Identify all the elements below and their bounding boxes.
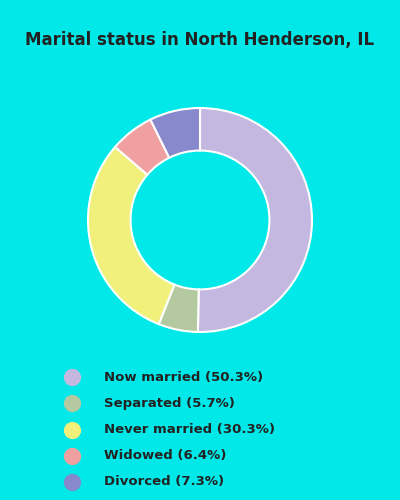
Wedge shape bbox=[198, 108, 312, 332]
Text: Never married (30.3%): Never married (30.3%) bbox=[104, 423, 275, 436]
Point bbox=[69, 426, 75, 434]
Point bbox=[69, 399, 75, 407]
Point bbox=[69, 452, 75, 460]
Text: Separated (5.7%): Separated (5.7%) bbox=[104, 397, 235, 410]
Point bbox=[69, 373, 75, 381]
Wedge shape bbox=[150, 108, 200, 158]
Text: Marital status in North Henderson, IL: Marital status in North Henderson, IL bbox=[26, 32, 374, 50]
Text: Now married (50.3%): Now married (50.3%) bbox=[104, 370, 263, 384]
Text: Widowed (6.4%): Widowed (6.4%) bbox=[104, 449, 226, 462]
Wedge shape bbox=[159, 284, 199, 332]
Point bbox=[69, 478, 75, 486]
Wedge shape bbox=[115, 120, 169, 174]
Text: Divorced (7.3%): Divorced (7.3%) bbox=[104, 476, 224, 488]
Wedge shape bbox=[88, 147, 174, 324]
